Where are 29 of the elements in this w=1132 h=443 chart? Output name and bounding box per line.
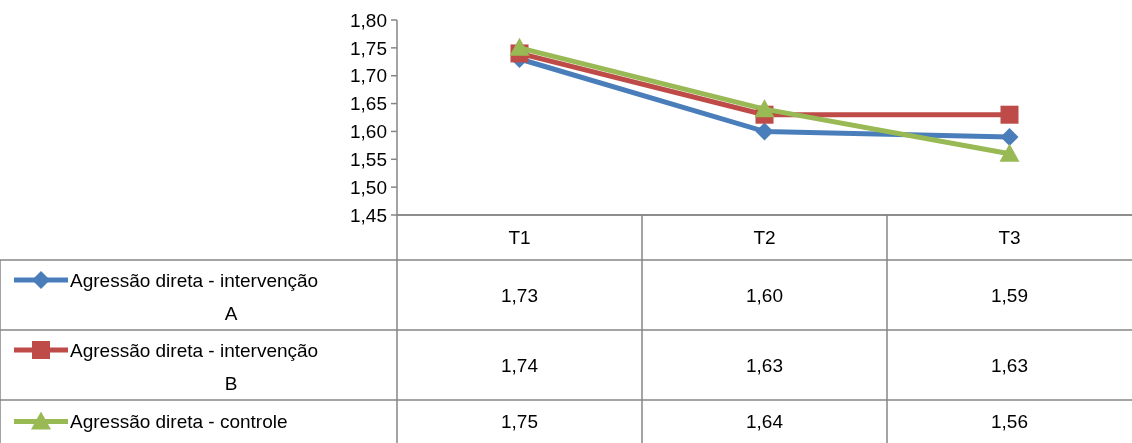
data-label: 1,74	[501, 354, 539, 376]
data-label: 1,75	[501, 411, 538, 433]
y-tick-label: 1,70	[350, 65, 387, 87]
point	[755, 122, 774, 141]
y-tick-label: 1,45	[350, 204, 387, 226]
legend-label: Agressão direta - controle	[70, 411, 288, 433]
point	[754, 99, 775, 118]
x-tick-label: T1	[508, 227, 531, 249]
data-label: 1,59	[991, 284, 1028, 306]
data-label: 1,64	[746, 411, 784, 433]
data-label: 1,56	[991, 411, 1028, 433]
legend-label: Agressão direta - intervenção B	[70, 339, 319, 394]
point	[1000, 105, 1019, 124]
point	[509, 37, 530, 56]
data-label: 1,73	[501, 284, 538, 306]
y-tick-label: 1,75	[350, 37, 387, 59]
data-label: 1,63	[991, 354, 1028, 376]
legend-label: Agressão direta - intervenção A	[70, 269, 319, 324]
point	[1000, 128, 1019, 146]
y-tick-label: 1,55	[350, 148, 387, 170]
y-tick-label: 1,50	[350, 176, 387, 198]
y-tick-label: 1,60	[350, 121, 387, 143]
x-tick-label: T3	[998, 227, 1021, 249]
point	[999, 143, 1020, 162]
data-label: 1,63	[746, 354, 783, 376]
y-tick-label: 1,80	[350, 9, 387, 31]
x-tick-label: T2	[753, 227, 776, 249]
y-tick-label: 1,65	[350, 93, 387, 115]
data-label: 1,60	[746, 284, 783, 306]
